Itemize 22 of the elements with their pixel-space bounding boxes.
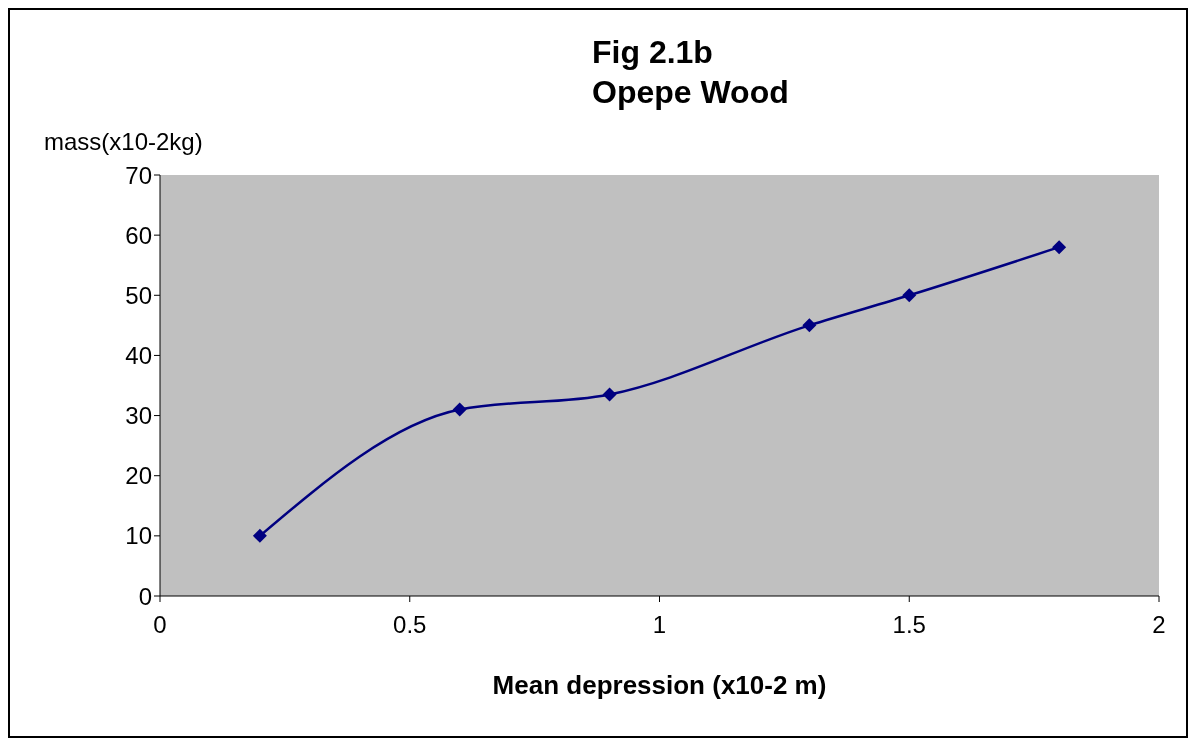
y-tick-label: 30	[125, 402, 152, 430]
y-tick-label: 10	[125, 522, 152, 550]
x-tick-label: 0.5	[393, 611, 427, 639]
chart-title: Fig 2.1b	[592, 33, 714, 72]
point	[252, 528, 267, 543]
y-tick-label: 60	[125, 221, 152, 249]
y-tick-label: 50	[125, 281, 152, 309]
x-tick-label: 1.5	[892, 611, 926, 639]
x-tick-label: 2	[1152, 611, 1166, 639]
y-tick-label: 70	[125, 161, 152, 189]
x-axis-title: Mean depression (x10-2 m)	[492, 670, 827, 700]
y-tick-label: 20	[125, 462, 152, 490]
point	[902, 288, 917, 303]
x-tick-label: 1	[652, 611, 667, 639]
point	[452, 402, 467, 417]
chart-subtitle: Opepe Wood	[592, 73, 789, 112]
point	[802, 318, 817, 333]
y-tick-label: 0	[138, 582, 152, 610]
point	[1052, 240, 1067, 255]
y-axis-title: mass(x10-2kg)	[44, 128, 203, 156]
y-tick-label: 40	[125, 341, 152, 369]
point	[602, 387, 617, 402]
